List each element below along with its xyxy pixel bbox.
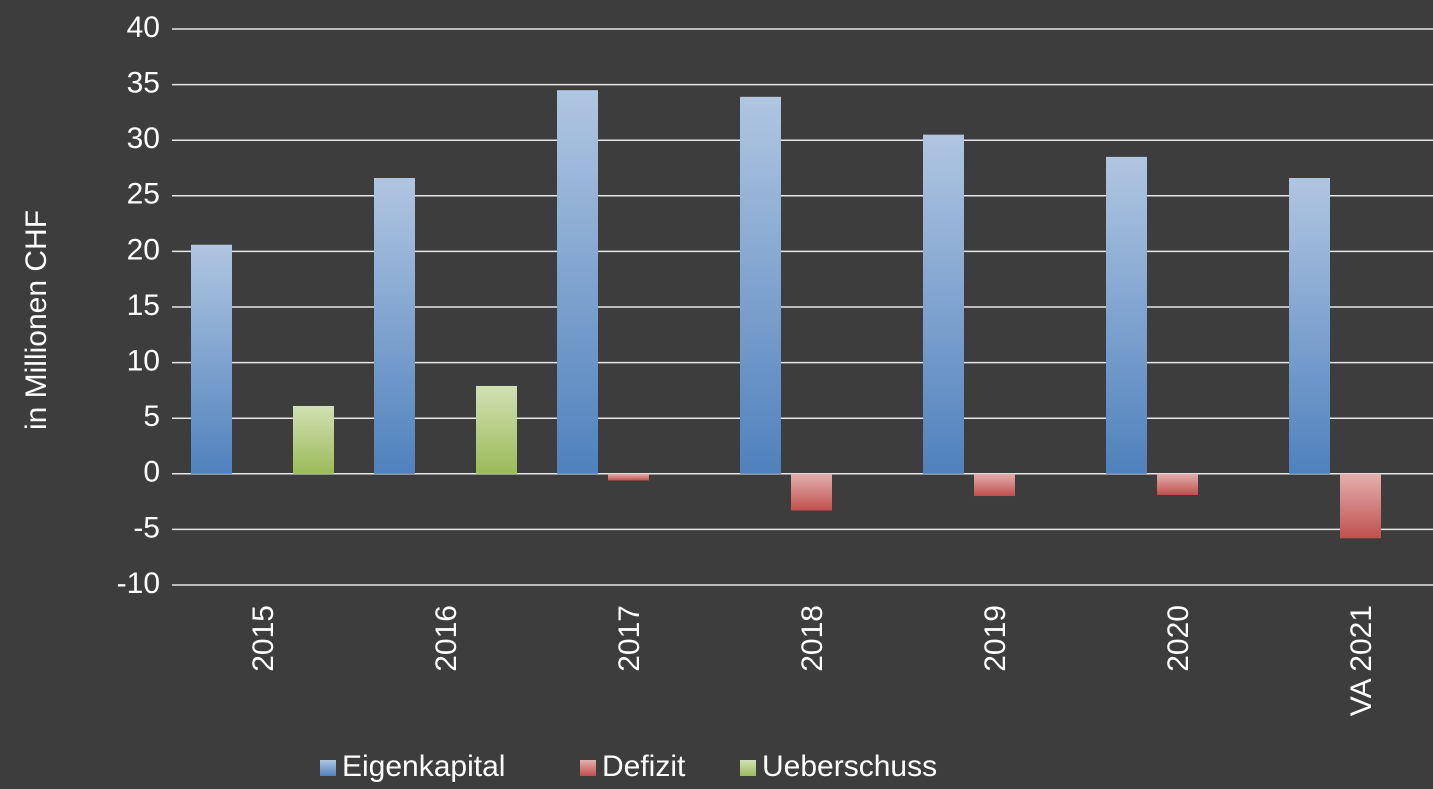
y-tick-label: -5 [133, 511, 160, 544]
bar [740, 96, 781, 474]
legend-label: Defizit [602, 750, 686, 783]
bar [1106, 156, 1147, 474]
y-tick-label: -10 [117, 567, 160, 600]
bar [557, 90, 598, 474]
legend-label: Ueberschuss [762, 750, 937, 783]
bar [974, 473, 1015, 497]
x-tick-label: 2017 [613, 605, 646, 672]
y-tick-label: 5 [143, 400, 160, 433]
y-tick-label: 35 [127, 67, 160, 100]
legend-swatch [580, 760, 596, 776]
bar [791, 473, 832, 511]
y-tick-label: 20 [127, 233, 160, 266]
bar [476, 385, 517, 474]
bar [1289, 178, 1330, 474]
legend-swatch [320, 760, 336, 776]
y-tick-label: 30 [127, 122, 160, 155]
y-tick-label: 15 [127, 289, 160, 322]
bar [374, 178, 415, 474]
bar [191, 244, 232, 474]
y-tick-label: 0 [143, 456, 160, 489]
y-tick-label: 25 [127, 178, 160, 211]
y-axis-label: in Millionen CHF [20, 210, 53, 430]
x-tick-label: 2018 [796, 605, 829, 672]
x-tick-label: 2015 [247, 605, 280, 672]
y-tick-label: 10 [127, 345, 160, 378]
bar [608, 473, 649, 481]
bar [1157, 473, 1198, 495]
legend-swatch [740, 760, 756, 776]
x-tick-label: 2016 [430, 605, 463, 672]
legend-label: Eigenkapital [342, 750, 505, 783]
x-tick-label: 2019 [979, 605, 1012, 672]
bar [1340, 473, 1381, 539]
bar [293, 405, 334, 474]
y-tick-label: 40 [127, 11, 160, 44]
x-tick-label: 2020 [1162, 605, 1195, 672]
x-tick-label: VA 2021 [1345, 605, 1378, 716]
bar [923, 134, 964, 474]
